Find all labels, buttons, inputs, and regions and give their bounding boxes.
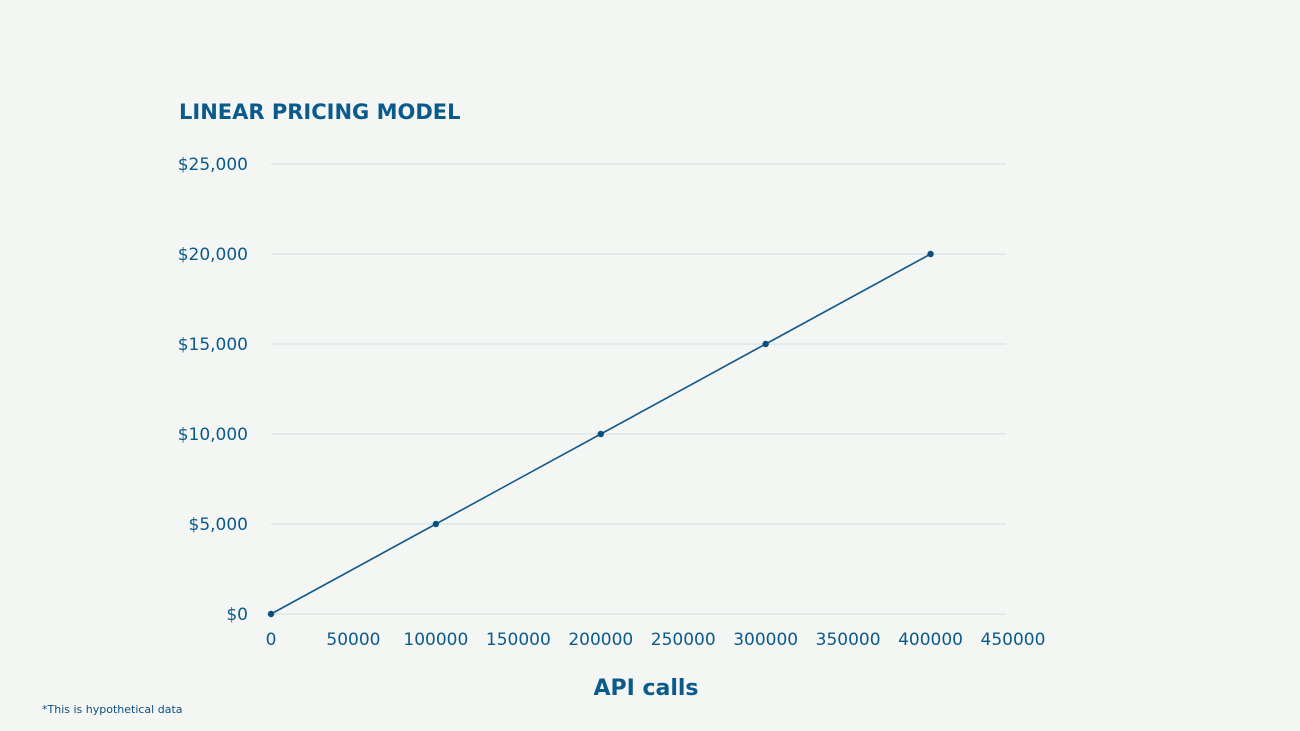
data-points (267, 250, 934, 618)
x-tick-label: 400000 (898, 630, 963, 650)
x-tick-label: 100000 (403, 630, 468, 650)
grid (271, 163, 1006, 615)
data-point (927, 250, 934, 258)
x-tick-label: 200000 (568, 630, 633, 650)
y-axis-ticks: $0 $5,000 $10,000 $15,000 $20,000 $25,000 (178, 155, 248, 625)
x-tick-label: 250000 (651, 630, 716, 650)
x-tick-label: 300000 (733, 630, 798, 650)
data-point (762, 340, 769, 348)
x-tick-label: 450000 (981, 630, 1046, 650)
data-point (597, 430, 604, 438)
x-tick-label: 350000 (816, 630, 881, 650)
data-point (267, 610, 275, 618)
x-axis-ticks: 0 50000 100000 150000 200000 250000 300000 3500… (266, 630, 1046, 650)
x-tick-label: 50000 (326, 630, 380, 650)
chart-title: LINEAR PRICING MODEL (179, 100, 460, 124)
y-tick-label: $15,000 (178, 335, 248, 355)
footnote: *This is hypothetical data (42, 703, 183, 716)
y-tick-label: $10,000 (178, 425, 248, 445)
y-tick-label: $0 (226, 605, 248, 625)
x-tick-label: 150000 (486, 630, 551, 650)
x-tick-label: 0 (266, 630, 277, 650)
y-tick-label: $20,000 (178, 245, 248, 265)
y-tick-label: $5,000 (189, 515, 248, 535)
y-tick-label: $25,000 (178, 155, 248, 175)
data-point (432, 520, 440, 528)
x-axis-label: API calls (593, 676, 698, 701)
